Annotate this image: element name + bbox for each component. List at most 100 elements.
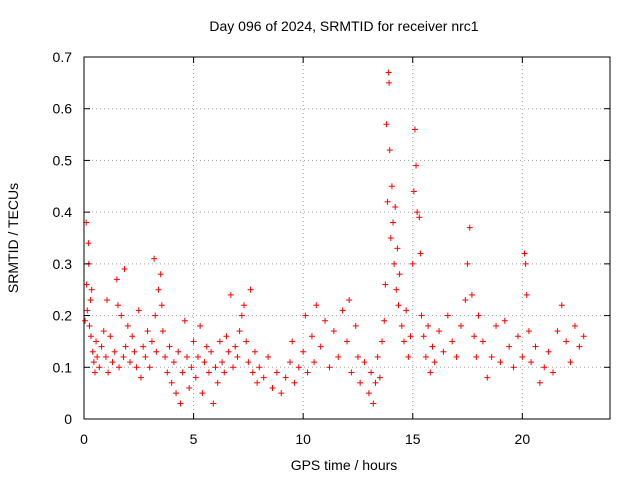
- data-point: [522, 260, 529, 267]
- y-tick-label: 0.5: [53, 152, 73, 168]
- data-point: [89, 348, 96, 355]
- data-point: [208, 348, 215, 355]
- data-point: [383, 121, 390, 128]
- data-point: [466, 224, 473, 231]
- x-tick-label: 20: [515, 431, 531, 447]
- data-point: [541, 364, 548, 371]
- data-point: [295, 364, 302, 371]
- data-point: [153, 348, 160, 355]
- data-point: [497, 359, 504, 366]
- data-point: [308, 333, 315, 340]
- data-point: [179, 369, 186, 376]
- data-point: [464, 260, 471, 267]
- data-point: [109, 359, 116, 366]
- data-point: [91, 369, 98, 376]
- data-point: [269, 384, 276, 391]
- data-point: [304, 369, 311, 376]
- data-point: [155, 286, 162, 293]
- data-point: [374, 353, 381, 360]
- data-point: [390, 219, 397, 226]
- data-point: [545, 348, 552, 355]
- data-point: [173, 390, 180, 397]
- data-point: [127, 359, 134, 366]
- data-point: [168, 379, 175, 386]
- data-point: [249, 369, 256, 376]
- data-point: [403, 307, 410, 314]
- data-point: [462, 297, 469, 304]
- data-point: [567, 359, 574, 366]
- data-point: [354, 353, 361, 360]
- x-axis-ticks: 0 5 10 15 20: [80, 57, 530, 447]
- data-point: [405, 353, 412, 360]
- data-point: [157, 271, 164, 278]
- data-point: [385, 69, 392, 76]
- data-point: [225, 348, 232, 355]
- data-point: [184, 353, 191, 360]
- data-point: [571, 322, 578, 329]
- data-point: [205, 369, 212, 376]
- data-point: [93, 338, 100, 345]
- data-point: [232, 343, 239, 350]
- data-point: [116, 364, 123, 371]
- data-point: [247, 286, 254, 293]
- data-point: [501, 317, 508, 324]
- data-point: [118, 312, 125, 319]
- data-point: [273, 369, 280, 376]
- data-point: [148, 338, 155, 345]
- data-point: [96, 364, 103, 371]
- y-tick-label: 0.4: [53, 204, 73, 220]
- data-point: [243, 338, 250, 345]
- data-point: [330, 328, 337, 335]
- data-point: [164, 369, 171, 376]
- data-point: [212, 364, 219, 371]
- data-point: [245, 359, 252, 366]
- data-point: [379, 338, 386, 345]
- data-point: [177, 400, 184, 407]
- data-point: [188, 364, 195, 371]
- data-point: [471, 333, 478, 340]
- data-point: [135, 307, 142, 314]
- data-point: [532, 343, 539, 350]
- data-point: [376, 374, 383, 381]
- data-point: [107, 333, 114, 340]
- data-point: [84, 307, 91, 314]
- x-tick-label: 5: [190, 431, 198, 447]
- data-point: [287, 359, 294, 366]
- data-point: [203, 343, 210, 350]
- data-point: [83, 281, 90, 288]
- data-point: [365, 390, 372, 397]
- y-tick-label: 0.7: [53, 49, 73, 65]
- grid-lines: [84, 57, 610, 419]
- data-point: [120, 353, 127, 360]
- data-point: [291, 379, 298, 386]
- data-point: [214, 379, 221, 386]
- data-point: [384, 198, 391, 205]
- data-point: [444, 312, 451, 319]
- data-point: [457, 322, 464, 329]
- data-point: [368, 369, 375, 376]
- data-point: [251, 348, 258, 355]
- data-point: [131, 348, 138, 355]
- data-point: [140, 343, 147, 350]
- data-point: [525, 328, 532, 335]
- data-point: [113, 276, 120, 283]
- data-point: [409, 260, 416, 267]
- x-tick-label: 15: [405, 431, 421, 447]
- data-point: [100, 328, 107, 335]
- data-point: [175, 348, 182, 355]
- x-tick-label: 10: [295, 431, 311, 447]
- data-point: [352, 322, 359, 329]
- data-point: [151, 255, 158, 262]
- y-tick-label: 0: [64, 411, 72, 427]
- data-point: [554, 328, 561, 335]
- data-point: [221, 369, 228, 376]
- data-point: [317, 343, 324, 350]
- data-point: [326, 364, 333, 371]
- data-point: [550, 369, 557, 376]
- data-point: [427, 369, 434, 376]
- data-point: [311, 359, 318, 366]
- data-point: [580, 333, 587, 340]
- data-point: [144, 328, 151, 335]
- data-point: [85, 240, 92, 247]
